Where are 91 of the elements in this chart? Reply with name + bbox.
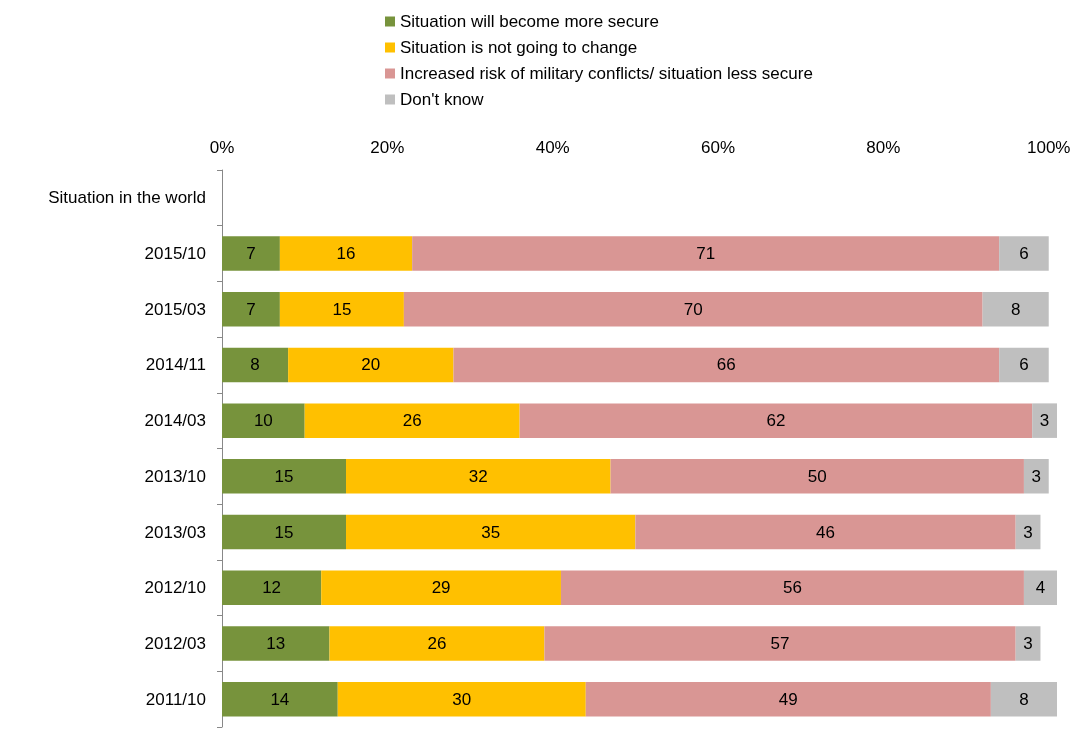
data-label: 15 <box>332 299 352 319</box>
data-label: 4 <box>1035 578 1046 598</box>
bar <box>1023 459 1049 494</box>
legend-label: Increased risk of military conflicts/ situation less secure <box>400 64 813 83</box>
data-label: 15 <box>274 522 294 542</box>
bar <box>279 236 413 271</box>
data-label: 3 <box>1031 466 1042 486</box>
data-label: 50 <box>807 466 827 486</box>
legend-label: Don't know <box>400 90 485 109</box>
bar <box>560 570 1024 606</box>
bar <box>982 291 1049 327</box>
bar <box>222 681 338 717</box>
data-label: 15 <box>274 466 294 486</box>
data-label: 62 <box>766 411 786 431</box>
y-tick-label: 2014/11 <box>145 355 206 375</box>
bar <box>412 236 1000 271</box>
x-tick-label: 60% <box>701 138 736 157</box>
bar <box>346 514 636 550</box>
data-label: 13 <box>266 633 286 653</box>
bar <box>337 681 586 717</box>
data-label: 6 <box>1019 244 1029 264</box>
data-label: 30 <box>452 689 472 709</box>
data-label: 12 <box>262 578 282 598</box>
bar <box>1015 626 1041 661</box>
data-label: 6 <box>1019 355 1029 375</box>
data-label: 26 <box>402 411 422 431</box>
data-label: 7 <box>246 244 256 264</box>
bar <box>585 681 991 717</box>
data-label: 20 <box>361 355 381 375</box>
bar <box>304 403 520 438</box>
bar <box>544 626 1016 661</box>
y-tick-label: 2013/10 <box>144 466 206 486</box>
y-tick-label: 2015/03 <box>144 299 206 319</box>
data-label: 10 <box>253 411 273 431</box>
bar <box>403 291 983 327</box>
data-label: 35 <box>481 522 501 542</box>
data-label: 7 <box>246 299 256 319</box>
bar <box>1032 403 1057 438</box>
y-tick-label: 2012/03 <box>144 633 206 653</box>
data-label: 66 <box>716 355 736 375</box>
y-tick-label: 2013/03 <box>144 522 206 542</box>
x-tick-label: 0% <box>209 138 235 157</box>
x-tick-label: 100% <box>1026 138 1071 157</box>
bar <box>610 459 1024 494</box>
data-label: 8 <box>1019 689 1029 709</box>
y-tick-label: 2011/10 <box>145 689 206 709</box>
data-label: 57 <box>770 633 790 653</box>
data-label: 8 <box>250 355 260 375</box>
data-label: 26 <box>427 633 447 653</box>
data-label: 3 <box>1039 411 1050 431</box>
data-label: 46 <box>816 522 835 542</box>
x-tick-label: 40% <box>535 138 570 157</box>
data-label: 16 <box>336 244 356 264</box>
data-label: 32 <box>468 466 488 486</box>
bar <box>222 403 305 438</box>
y-tick-label: 2015/10 <box>144 244 206 264</box>
bar <box>222 514 347 550</box>
data-label: 56 <box>782 578 802 598</box>
bar <box>279 291 404 327</box>
bar <box>321 570 561 606</box>
bar <box>519 403 1033 438</box>
bar <box>635 514 1016 550</box>
bar <box>990 681 1057 717</box>
legend-label: Situation will become more secure <box>400 12 659 31</box>
data-label: 70 <box>683 299 703 319</box>
bar <box>222 347 289 383</box>
y-tick-label: 2014/03 <box>144 411 206 431</box>
bar <box>999 347 1049 383</box>
data-label: 14 <box>270 689 290 709</box>
bar <box>329 626 545 661</box>
data-label: 49 <box>778 689 798 709</box>
data-label: 3 <box>1023 522 1033 542</box>
data-label: 3 <box>1023 633 1033 653</box>
y-tick-label: 2012/10 <box>144 578 206 598</box>
legend-label: Situation is not going to change <box>400 38 638 57</box>
data-label: 71 <box>696 244 716 264</box>
bar <box>1023 570 1057 606</box>
x-tick-label: 20% <box>370 138 405 157</box>
bar <box>222 626 330 661</box>
y-tick-label: Situation in the world <box>48 188 206 208</box>
bar <box>222 570 322 606</box>
bar <box>288 347 454 383</box>
bar <box>222 291 280 327</box>
x-tick-label: 80% <box>866 138 901 157</box>
bar <box>222 459 347 494</box>
bar <box>222 236 280 271</box>
bar <box>346 459 611 494</box>
bar <box>453 347 1000 383</box>
data-label: 29 <box>431 578 451 598</box>
data-label: 8 <box>1010 299 1021 319</box>
bar <box>999 236 1049 271</box>
